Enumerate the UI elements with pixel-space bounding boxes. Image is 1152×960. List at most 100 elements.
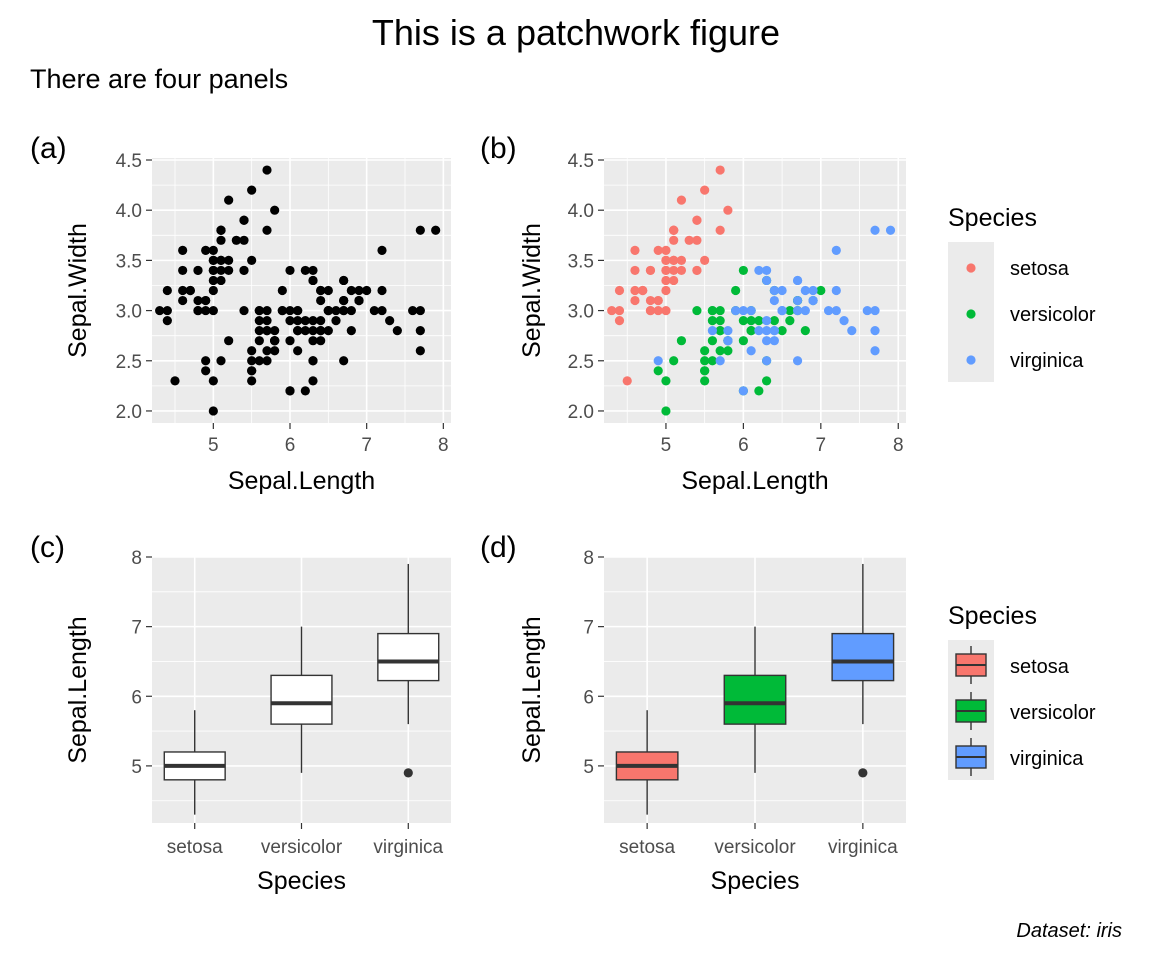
data-point <box>277 285 287 296</box>
data-point <box>839 316 849 326</box>
data-point <box>293 326 303 336</box>
data-point <box>700 185 710 195</box>
legend: Species setosa versicolor virginica <box>948 204 1096 382</box>
y-tick-label: 2.0 <box>568 402 594 423</box>
data-point <box>746 305 756 316</box>
data-point <box>262 326 272 336</box>
y-tick-label: 3.5 <box>116 251 142 272</box>
data-point <box>669 265 679 276</box>
data-point <box>247 185 257 195</box>
y-tick-label: 7 <box>583 618 594 639</box>
x-axis-title: Sepal.Length <box>681 467 828 495</box>
data-point <box>630 265 640 276</box>
data-point <box>308 275 318 286</box>
data-point <box>262 346 272 356</box>
data-point <box>201 245 211 255</box>
data-point <box>607 305 617 316</box>
x-tick-label: 7 <box>816 435 827 456</box>
x-axis-title: Sepal.Length <box>228 467 375 495</box>
box-iqr <box>831 632 895 682</box>
data-point <box>792 305 803 316</box>
data-point <box>808 295 818 306</box>
data-point <box>239 235 249 245</box>
data-point <box>762 376 772 386</box>
panel-tag: (c) <box>30 531 65 564</box>
data-point <box>224 336 234 346</box>
data-point <box>661 406 671 416</box>
data-point <box>754 326 764 336</box>
data-point <box>870 346 880 356</box>
y-tick-label: 3.0 <box>568 302 594 323</box>
data-point <box>316 285 326 296</box>
data-point <box>408 305 418 316</box>
data-point <box>676 265 687 276</box>
data-point <box>653 305 663 316</box>
data-point <box>669 275 679 286</box>
y-tick-label: 4.0 <box>568 201 594 222</box>
data-point <box>785 316 795 326</box>
x-tick-label: virginica <box>828 837 898 858</box>
data-point <box>669 235 679 245</box>
data-point <box>316 336 326 346</box>
data-point <box>216 265 226 276</box>
data-point <box>769 316 779 326</box>
data-point <box>700 356 710 366</box>
data-point <box>777 305 787 316</box>
legend-label: versicolor <box>1010 304 1096 326</box>
data-point <box>239 305 249 316</box>
data-point <box>231 235 241 245</box>
data-point <box>746 326 756 336</box>
data-point <box>170 376 180 386</box>
data-point <box>630 285 640 296</box>
data-point <box>308 376 318 386</box>
data-point <box>800 326 810 336</box>
data-point <box>622 376 632 386</box>
data-point <box>308 336 318 346</box>
data-point <box>738 305 748 316</box>
outlier-point <box>858 768 868 778</box>
data-point <box>661 255 671 265</box>
data-point <box>738 265 748 276</box>
data-point <box>285 265 295 276</box>
data-point <box>715 316 725 326</box>
data-point <box>201 295 211 306</box>
data-point <box>692 265 702 276</box>
figure-caption: Dataset: iris <box>1016 920 1122 942</box>
data-point <box>746 346 756 356</box>
data-point <box>354 285 364 296</box>
data-point <box>715 326 725 336</box>
data-point <box>769 326 779 336</box>
panel-a: 2.0 2.5 3.0 3.5 4.0 4.5 5 6 7 8 Sepal.Length Sepal.… <box>30 132 451 495</box>
data-point <box>692 235 702 245</box>
legend-label: setosa <box>1010 258 1070 280</box>
data-point <box>323 285 333 296</box>
data-point <box>316 326 326 336</box>
data-point <box>262 356 272 366</box>
data-point <box>762 265 772 276</box>
data-point <box>715 165 725 175</box>
data-point <box>700 346 710 356</box>
data-point <box>676 336 687 346</box>
data-point <box>831 285 841 296</box>
data-point <box>285 336 295 346</box>
y-axis-title: Sepal.Length <box>518 616 546 763</box>
data-point <box>262 165 272 175</box>
data-point <box>216 235 226 245</box>
y-tick-label: 6 <box>131 687 142 708</box>
data-point <box>692 215 702 225</box>
data-point <box>216 255 226 265</box>
data-point <box>208 376 218 386</box>
data-point <box>645 305 656 316</box>
data-point <box>285 316 295 326</box>
data-point <box>415 326 425 336</box>
data-point <box>661 265 671 276</box>
data-point <box>661 285 671 296</box>
data-point <box>769 285 779 296</box>
panel-tag: (d) <box>480 531 517 564</box>
data-point <box>239 215 249 225</box>
data-point <box>415 225 425 235</box>
data-point <box>800 305 810 316</box>
data-point <box>377 305 387 316</box>
y-tick-label: 2.5 <box>116 352 142 373</box>
data-point <box>614 285 625 296</box>
